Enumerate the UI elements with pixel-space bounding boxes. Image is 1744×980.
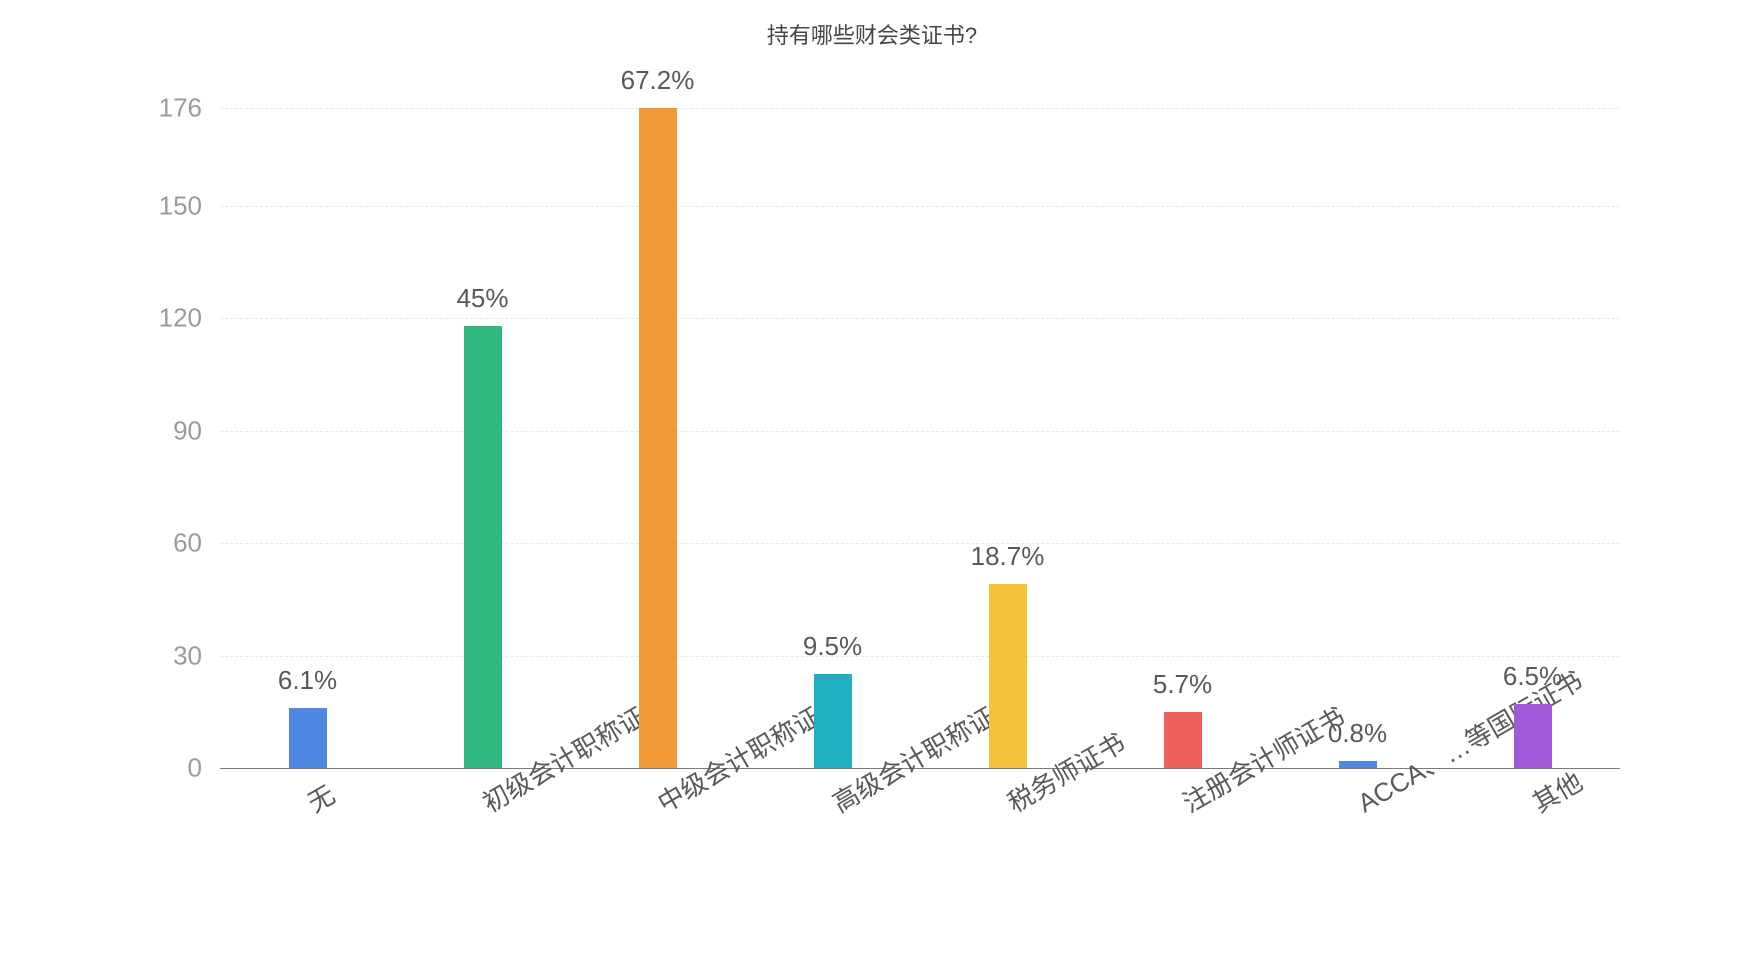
y-axis-label: 150 [159, 190, 202, 221]
bar[interactable]: 6.1% [289, 708, 327, 768]
y-axis-label: 176 [159, 93, 202, 124]
bar-value-label: 6.1% [278, 665, 337, 696]
bar-value-label: 9.5% [803, 631, 862, 662]
bar[interactable]: 5.7% [1164, 712, 1202, 768]
grid-line [220, 656, 1620, 657]
bar[interactable]: 6.5% [1514, 704, 1552, 768]
y-axis-label: 0 [188, 753, 202, 784]
y-axis-label: 90 [173, 415, 202, 446]
grid-line [220, 431, 1620, 432]
grid-line [220, 543, 1620, 544]
bar-value-label: 18.7% [971, 541, 1045, 572]
chart-title: 持有哪些财会类证书? [0, 18, 1744, 50]
bar-value-label: 5.7% [1153, 669, 1212, 700]
y-axis-label: 60 [173, 528, 202, 559]
y-axis-label: 30 [173, 640, 202, 671]
bar[interactable]: 9.5% [814, 674, 852, 768]
x-axis-label: 无 [300, 775, 341, 820]
bar-value-label: 0.8% [1328, 718, 1387, 749]
grid-line [220, 206, 1620, 207]
bar[interactable]: 45% [464, 326, 502, 769]
bar[interactable]: 18.7% [989, 584, 1027, 768]
bar-value-label: 6.5% [1503, 661, 1562, 692]
y-axis-label: 120 [159, 303, 202, 334]
x-axis-label: 其他 [1525, 762, 1589, 820]
bar-value-label: 45% [456, 283, 508, 314]
bar[interactable]: 0.8% [1339, 761, 1377, 769]
bar-value-label: 67.2% [621, 65, 695, 96]
grid-line [220, 318, 1620, 319]
bar[interactable]: 67.2% [639, 108, 677, 768]
plot-area: 03060901201501766.1%无45%初级会计职称证书67.2%中级会… [220, 108, 1620, 768]
grid-line [220, 108, 1620, 109]
chart-container: 持有哪些财会类证书? 03060901201501766.1%无45%初级会计职… [0, 0, 1744, 980]
